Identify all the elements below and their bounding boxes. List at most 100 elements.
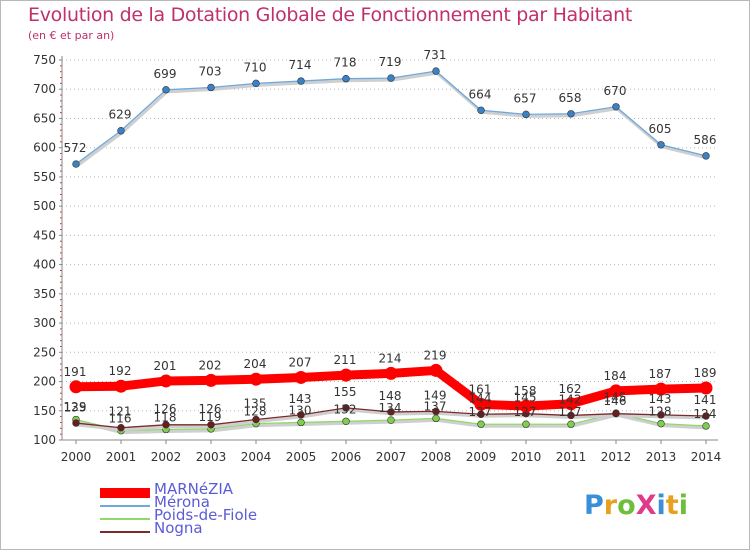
data-label: 127 [514,405,537,419]
data-label: 719 [379,55,402,69]
data-label: 127 [469,405,492,419]
x-tick-label: 2012 [601,450,632,464]
y-tick-label: 550 [33,170,56,184]
data-label: 127 [559,405,582,419]
legend-swatch [100,525,150,538]
data-label: 155 [334,385,357,399]
logo-letter: i [678,490,688,521]
data-point [297,418,305,427]
data-point [162,86,170,94]
y-tick-label: 350 [33,287,56,301]
data-point [117,127,125,135]
data-label: 699 [154,67,177,81]
data-point [702,422,710,430]
data-point [432,414,440,423]
data-point [342,404,350,412]
x-tick-label: 2001 [106,450,137,464]
data-label: 718 [334,56,357,70]
data-point [297,77,305,85]
data-label: 158 [514,384,537,398]
data-point [432,67,440,75]
data-label: 144 [469,391,492,405]
data-label: 191 [64,365,87,379]
data-label: 148 [379,389,402,403]
data-point [564,397,578,411]
data-label: 731 [424,48,447,62]
data-point [387,416,395,424]
data-label: 132 [334,402,357,416]
legend-swatch [100,486,150,499]
y-tick-label: 150 [33,404,56,418]
data-label: 211 [334,353,357,367]
data-label: 145 [514,391,537,405]
data-point [387,74,395,82]
y-tick-label: 700 [33,82,56,96]
data-label: 141 [694,393,717,407]
data-label: 121 [109,405,132,419]
data-point [339,368,353,382]
data-point [429,363,443,377]
data-point [519,399,533,413]
data-point [567,411,575,420]
x-tick-label: 2008 [421,450,452,464]
data-point [657,411,665,419]
data-label: 201 [154,359,177,373]
x-tick-label: 2000 [61,450,92,464]
legend-label: MARNéZIA [154,480,234,498]
data-point [477,410,485,418]
data-point [72,160,80,168]
y-tick-label: 400 [33,258,56,272]
y-tick-label: 450 [33,228,56,242]
data-point [207,83,215,92]
data-point [657,419,665,428]
data-label: 146 [604,394,627,408]
data-label: 137 [424,399,447,413]
data-label: 658 [559,91,582,105]
x-tick-label: 2009 [466,450,497,464]
data-labels-MARNéZIA: 191 192 201 202 204 207 211 214 219 161 158 162 184 1… [64,348,717,398]
x-tick-label: 2006 [331,450,362,464]
data-label: 116 [109,412,132,426]
data-point [204,373,218,387]
data-label: 204 [244,357,267,371]
data-label: 129 [64,400,87,414]
data-point [114,379,128,393]
x-tick-label: 2003 [196,450,227,464]
data-point [609,384,623,398]
data-label: 572 [64,141,87,155]
data-label: 126 [154,402,177,416]
data-label: 586 [694,133,717,147]
series-Nogna [72,404,710,432]
data-label: 664 [469,87,492,101]
chart-subtitle: (en € et par an) [28,29,115,42]
data-point [699,381,713,395]
logo-letter: t [665,490,679,521]
data-point [567,420,575,428]
data-point [297,411,305,419]
y-tick-label: 650 [33,111,56,125]
data-label: 605 [649,122,672,136]
y-tick-label: 500 [33,199,56,213]
logo-letter: P [584,490,604,521]
series-MARNéZIA [69,363,713,413]
data-label: 710 [244,60,267,74]
x-tick-label: 2005 [286,450,317,464]
data-label: 142 [559,392,582,406]
y-tick-label: 750 [33,53,56,67]
x-tick-label: 2010 [511,450,542,464]
y-tick-label: 100 [33,433,56,447]
data-label: 214 [379,351,402,365]
data-label: 670 [604,84,627,98]
data-point [654,382,668,396]
data-label: 145 [604,391,627,405]
data-label: 657 [514,91,537,105]
logo-letter: o [617,490,636,521]
data-point [249,372,263,386]
data-point [387,408,395,416]
x-tick-label: 2013 [646,450,677,464]
data-point [117,424,125,432]
data-label: 135 [64,401,87,415]
data-point [477,106,485,114]
